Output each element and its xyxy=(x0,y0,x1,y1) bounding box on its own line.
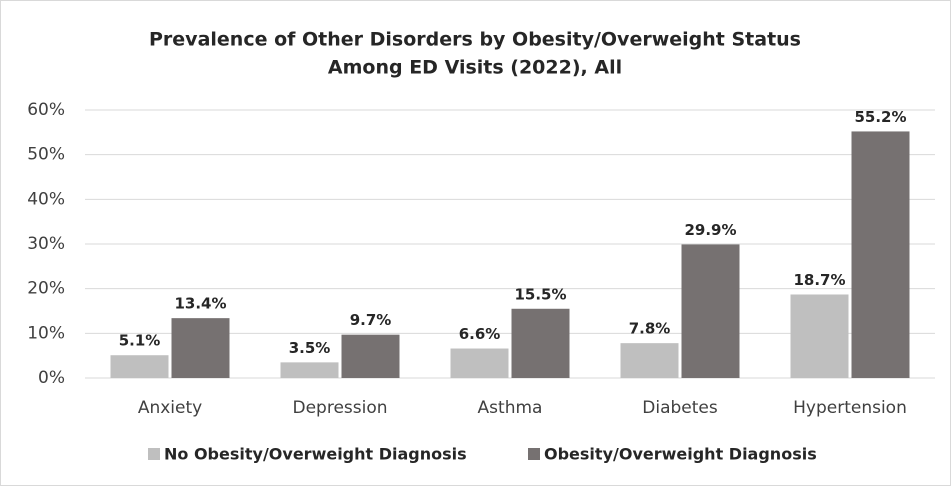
value-label: 9.7% xyxy=(350,311,392,329)
bar xyxy=(681,244,740,378)
x-tick-label: Anxiety xyxy=(138,398,202,418)
value-label: 15.5% xyxy=(514,285,566,303)
bar xyxy=(110,355,169,378)
bar xyxy=(450,348,509,378)
x-tick-label: Depression xyxy=(292,398,387,418)
y-tick-label: 50% xyxy=(27,145,65,165)
value-label: 7.8% xyxy=(629,320,671,338)
bar xyxy=(171,318,230,378)
bar xyxy=(790,294,849,378)
value-label: 13.4% xyxy=(174,295,226,313)
y-tick-label: 30% xyxy=(27,234,65,254)
y-tick-label: 60% xyxy=(27,100,65,120)
bar xyxy=(280,362,339,378)
legend-label: No Obesity/Overweight Diagnosis xyxy=(164,445,467,464)
legend-label: Obesity/Overweight Diagnosis xyxy=(544,445,817,464)
value-label: 55.2% xyxy=(854,108,906,126)
legend-swatch xyxy=(148,448,160,460)
x-tick-label: Diabetes xyxy=(642,398,718,418)
legend-swatch xyxy=(528,448,540,460)
x-tick-label: Asthma xyxy=(478,398,543,418)
y-tick-label: 20% xyxy=(27,279,65,299)
bar xyxy=(341,334,400,378)
bar xyxy=(511,308,570,378)
value-label: 3.5% xyxy=(289,339,331,357)
bar xyxy=(620,343,679,378)
y-tick-label: 10% xyxy=(27,323,65,343)
value-label: 29.9% xyxy=(684,221,736,239)
chart-title: Prevalence of Other Disorders by Obesity… xyxy=(149,29,801,51)
y-tick-label: 40% xyxy=(27,189,65,209)
value-label: 5.1% xyxy=(119,332,161,350)
value-label: 6.6% xyxy=(459,325,501,343)
value-label: 18.7% xyxy=(793,271,845,289)
bar xyxy=(851,131,910,378)
chart-title: Among ED Visits (2022), All xyxy=(328,57,622,79)
x-tick-label: Hypertension xyxy=(793,398,907,418)
y-tick-label: 0% xyxy=(38,368,65,388)
